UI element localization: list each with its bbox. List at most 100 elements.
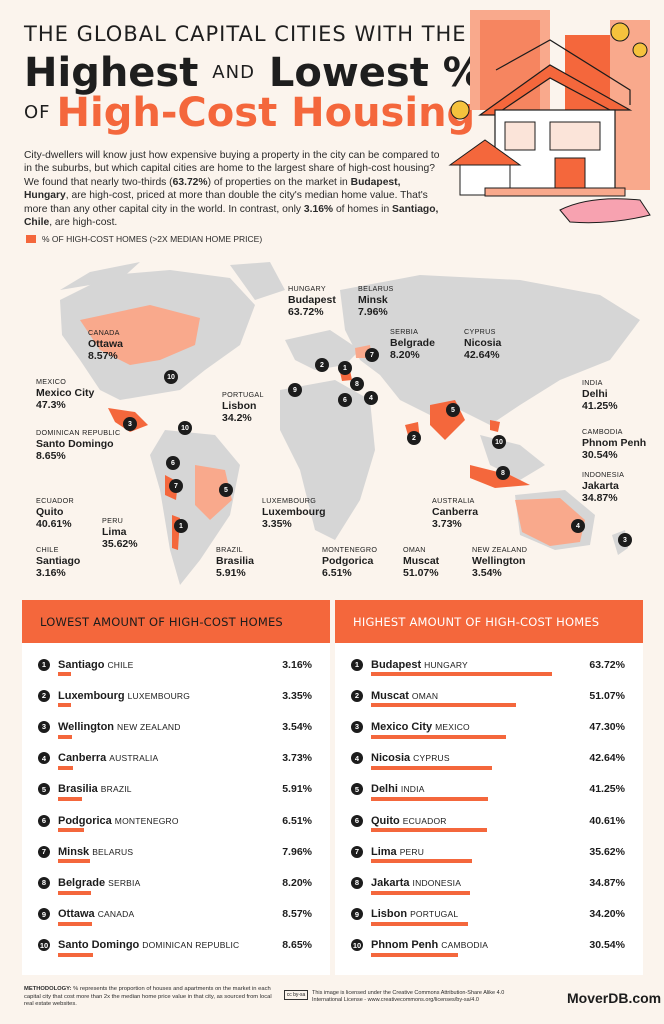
map-label-country: PORTUGAL: [222, 390, 264, 399]
map-label-city: Ottawa: [88, 338, 124, 350]
map-pin-icon: 5: [446, 403, 460, 417]
row-country: CAMBODIA: [441, 940, 489, 951]
highest-panel-title: HIGHEST AMOUNT OF HIGH-COST HOMES: [335, 600, 643, 643]
map-label-pct: 5.91%: [216, 567, 246, 579]
map-pin-icon: 1: [174, 519, 188, 533]
rank-badge: 9: [38, 908, 50, 921]
row-city: Mexico City: [371, 720, 433, 733]
map-label-city: Mexico City: [36, 387, 95, 399]
row-value: 34.20%: [589, 908, 625, 921]
map-pin-icon: 8: [350, 377, 364, 391]
map-label-canberra: AUSTRALIA Canberra 3.73%: [432, 496, 478, 530]
value-bar: [371, 734, 506, 739]
row-city: Minsk: [58, 845, 90, 858]
title-line-2: Highest AND Lowest %: [24, 50, 483, 96]
intro-text-1: City-dwellers will know just how expensi…: [24, 150, 440, 188]
row-city: Canberra: [58, 752, 107, 765]
map-label-pct: 34.87%: [582, 492, 618, 504]
map-pin-icon: 9: [288, 383, 302, 397]
map-label-city: Santiago: [36, 555, 81, 567]
value-bar: [58, 796, 82, 801]
map-label-country: BRAZIL: [216, 545, 243, 554]
map-label-wellington: NEW ZEALAND Wellington 3.54%: [472, 545, 527, 579]
map-label-city: Muscat: [403, 555, 440, 567]
map-label-city: Jakarta: [582, 480, 619, 492]
value-bar: [371, 796, 489, 801]
map-label-santiago: CHILE Santiago 3.16%: [36, 545, 80, 579]
rank-badge: 2: [38, 689, 50, 702]
row-value: 51.07%: [589, 689, 625, 702]
title-of: OF: [24, 102, 51, 123]
row-country: DOMINICAN REPUBLIC: [142, 940, 240, 951]
rank-badge: 5: [38, 783, 50, 796]
rank-badge: 1: [38, 658, 50, 671]
map-label-budapest: HUNGARY Budapest 63.72%: [288, 284, 336, 318]
map-label-pct: 34.2%: [222, 412, 252, 424]
table-row: 8 Jakarta INDONESIA 34.87%: [351, 867, 631, 898]
row-city: Muscat: [371, 689, 409, 702]
table-row: 10 Santo Domingo DOMINICAN REPUBLIC 8.65%: [38, 930, 318, 961]
rank-badge: 10: [38, 939, 50, 952]
map-label-country: DOMINICAN REPUBLIC: [36, 428, 121, 437]
rank-badge: 4: [38, 752, 50, 765]
map-pin-icon: 10: [164, 370, 178, 384]
rank-badge: 6: [38, 814, 50, 827]
map-label-city: Canberra: [432, 506, 479, 518]
rank-badge: 3: [351, 720, 363, 733]
row-country: PORTUGAL: [410, 909, 459, 920]
row-value: 6.51%: [282, 814, 312, 827]
value-bar: [58, 921, 93, 926]
rank-badge: 10: [351, 939, 363, 952]
row-value: 3.73%: [282, 752, 312, 765]
map-label-minsk: BELARUS Minsk 7.96%: [358, 284, 394, 318]
map-label-city: Luxembourg: [262, 506, 326, 518]
map-label-pct: 7.96%: [358, 306, 388, 318]
world-map-shapes: [60, 262, 640, 585]
table-row: 9 Ottawa CANADA 8.57%: [38, 899, 318, 930]
map-pin-icon: 1: [338, 361, 352, 375]
intro-bold-1: 63.72%: [172, 176, 208, 188]
house-illustration: [448, 10, 651, 224]
map-label-city: Phnom Penh: [582, 437, 647, 449]
map-label-country: MONTENEGRO: [322, 545, 378, 554]
table-row: 6 Podgorica MONTENEGRO 6.51%: [38, 805, 318, 836]
map-label-city: Wellington: [472, 555, 526, 567]
legend-label: % OF HIGH-COST HOMES (>2X MEDIAN HOME PR…: [42, 234, 263, 244]
table-row: 8 Belgrade SERBIA 8.20%: [38, 867, 318, 898]
row-country: CYPRUS: [413, 753, 450, 764]
row-country: HUNGARY: [424, 659, 468, 670]
map-label-ottawa: CANADA Ottawa 8.57%: [88, 328, 123, 362]
row-country: NEW ZEALAND: [117, 721, 181, 732]
row-city: Santiago: [58, 658, 105, 671]
value-bar: [371, 828, 487, 833]
highest-panel: HIGHEST AMOUNT OF HIGH-COST HOMES 1 Budap…: [335, 600, 643, 975]
map-pin-icon: 4: [364, 391, 378, 405]
value-bar: [58, 765, 73, 770]
map-pin-icon: 2: [407, 431, 421, 445]
map-label-city: Lisbon: [222, 400, 257, 412]
row-value: 47.30%: [589, 720, 625, 733]
value-bar: [58, 859, 90, 864]
map-label-nicosia: CYPRUS Nicosia 42.64%: [464, 327, 501, 361]
map-label-pct: 8.20%: [390, 349, 420, 361]
row-value: 41.25%: [589, 783, 625, 796]
map-label-country: PERU: [102, 516, 124, 525]
map-label-city: Belgrade: [390, 337, 435, 349]
lowest-rows: 1 Santiago CHILE 3.16% 2 Luxembourg LUXEMBOURG…: [22, 643, 330, 961]
row-country: AUSTRALIA: [109, 753, 159, 764]
brand-logo[interactable]: MoverDB.com: [567, 990, 662, 1006]
map-pin-icon: 10: [492, 435, 506, 449]
map-label-country: CHILE: [36, 545, 59, 554]
row-country: INDIA: [400, 784, 425, 795]
map-label-delhi: INDIA Delhi 41.25%: [582, 378, 618, 412]
value-bar: [371, 672, 553, 677]
row-value: 7.96%: [282, 845, 312, 858]
map-pin-icon: 6: [166, 456, 180, 470]
row-country: CHILE: [107, 659, 134, 670]
row-country: BRAZIL: [100, 784, 132, 795]
row-city: Brasilia: [58, 783, 98, 796]
lowest-panel: LOWEST AMOUNT OF HIGH-COST HOMES 1 Santia…: [22, 600, 330, 975]
value-bar: [58, 828, 85, 833]
map-pin-icon: 2: [315, 358, 329, 372]
map-label-city: Delhi: [582, 388, 608, 400]
